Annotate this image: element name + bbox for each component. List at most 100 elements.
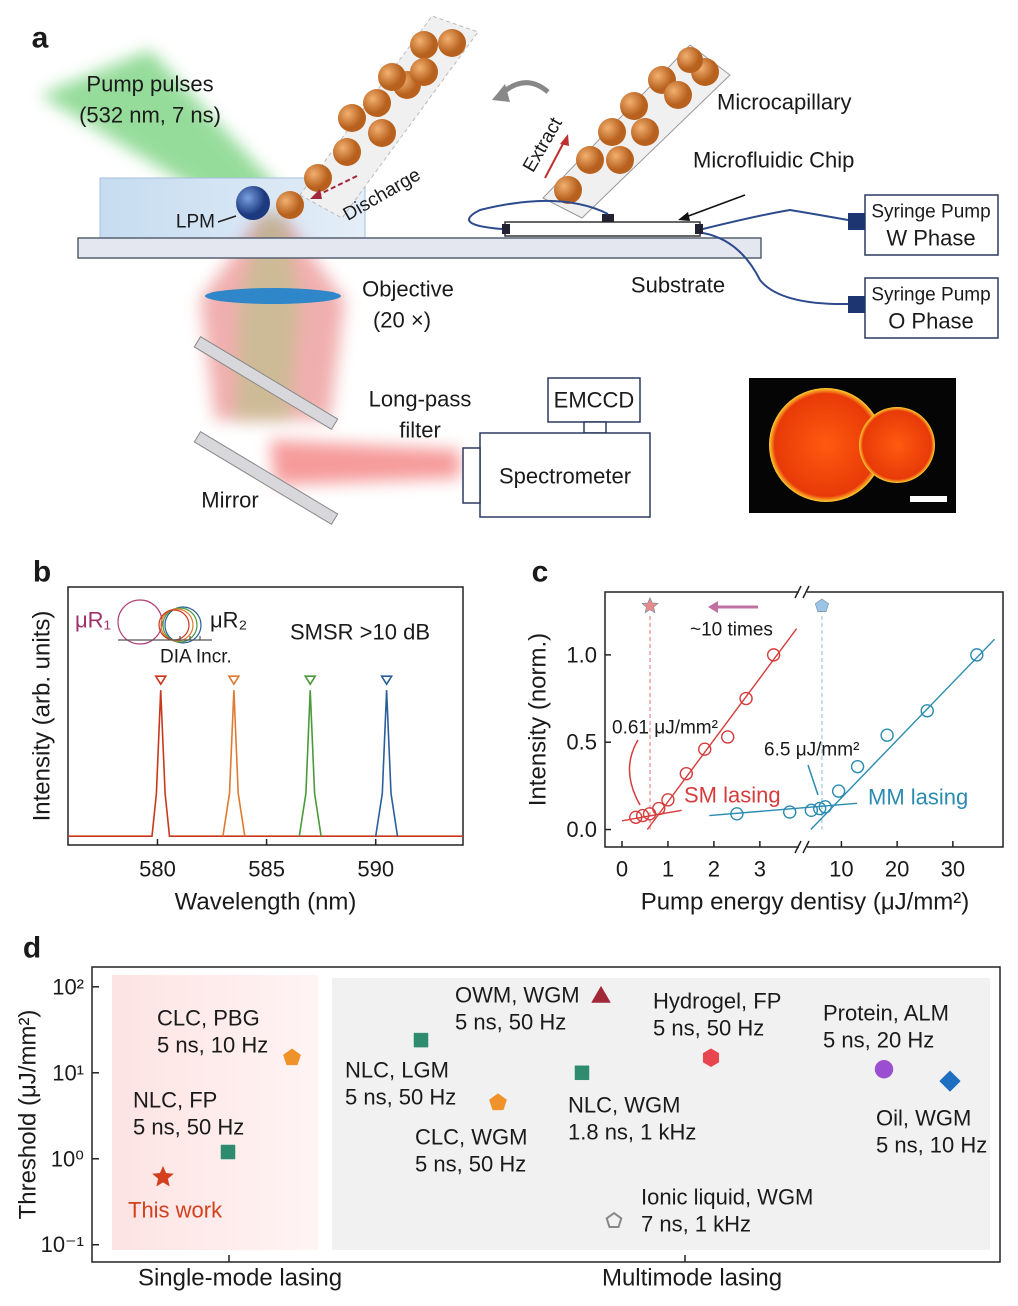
panel-label: d (23, 932, 41, 965)
data-point (591, 985, 611, 1003)
point-label: 1.8 ns, 1 kHz (568, 1120, 696, 1145)
point-label: Oil, WGM (876, 1106, 971, 1131)
data-point (783, 805, 797, 819)
x-tick-label: 3 (754, 857, 766, 882)
label: Pump pulses (86, 72, 213, 97)
spectrum (298, 690, 322, 837)
point-label: 5 ns, 10 Hz (157, 1033, 268, 1058)
data-point (661, 793, 675, 807)
series-label: MM lasing (868, 785, 968, 810)
syringe-pump-w (864, 194, 999, 256)
fluorescence-droplet (769, 388, 883, 502)
point-label: 5 ns, 50 Hz (653, 1016, 764, 1041)
y-tick-label: 10² (52, 974, 84, 999)
data-point (880, 728, 894, 742)
x-tick-label: Single-mode lasing (138, 1265, 342, 1292)
point-label: 5 ns, 20 Hz (823, 1028, 934, 1053)
data-point (813, 801, 827, 816)
tubing (468, 199, 609, 230)
y-tick-label: 10¹ (52, 1060, 84, 1085)
y-tick-label: 10⁰ (51, 1146, 84, 1171)
point-label: Hydrogel, FP (653, 989, 781, 1014)
y-axis-label: Intensity (norm.) (525, 633, 552, 806)
spectrum (68, 690, 463, 837)
pump-port (848, 213, 865, 230)
label: Syringe Pump (871, 202, 990, 223)
data-point (804, 803, 819, 818)
label: EMCCD (554, 388, 635, 413)
data-point (874, 1059, 894, 1079)
x-tick-label: 580 (139, 857, 176, 882)
data-point (730, 807, 744, 821)
label: (532 nm, 7 ns) (79, 103, 221, 128)
data-point (720, 730, 735, 744)
chip-port (602, 214, 614, 222)
point-label: OWM, WGM (455, 983, 580, 1008)
point-label: CLC, WGM (415, 1125, 527, 1150)
series-label: SM lasing (684, 783, 781, 808)
chip-port (502, 224, 510, 234)
threshold-label: 6.5 μJ/mm² (764, 740, 859, 761)
panel-label: a (32, 22, 49, 55)
label: LPM (176, 212, 215, 233)
y-tick-label: 0.0 (566, 817, 597, 842)
label: (20 ×) (373, 308, 431, 333)
data-point (920, 704, 934, 718)
x-tick-label: 10 (829, 857, 853, 882)
data-point (831, 784, 846, 798)
threshold-marker (814, 598, 829, 612)
plot-frame (67, 586, 464, 846)
y-tick-label: 10⁻¹ (41, 1232, 84, 1257)
x-tick-label: 1 (662, 857, 674, 882)
emission-beam-h (270, 440, 460, 485)
substrate (77, 237, 762, 259)
x-tick-label: 30 (941, 857, 965, 882)
data-point (605, 1211, 623, 1228)
lpm-arrow (217, 215, 237, 223)
x-tick-label: 0 (616, 857, 628, 882)
spectrometer-box (479, 432, 651, 518)
annotation: μR₁ (75, 608, 111, 633)
scale-bar (910, 496, 947, 502)
data-point (574, 1065, 590, 1081)
axis-break-gap (799, 588, 807, 596)
tubing (702, 232, 849, 306)
droplet (276, 191, 304, 219)
point-label: This work (128, 1198, 223, 1223)
tubing (702, 208, 849, 230)
data-point (698, 742, 712, 756)
plot-frame (91, 966, 1001, 1263)
emccd-mount (583, 421, 607, 434)
point-label: 5 ns, 50 Hz (345, 1085, 456, 1110)
spectrum (222, 690, 246, 837)
x-axis-label: Wavelength (nm) (175, 889, 357, 916)
annotation: ~10 times (690, 620, 773, 641)
label: W Phase (886, 226, 975, 251)
fit-line (621, 809, 682, 822)
label: filter (399, 418, 441, 443)
peak-marker (154, 675, 168, 686)
mirror-plate (193, 430, 339, 526)
threshold-label: 0.61 μJ/mm² (612, 718, 718, 739)
point-label: 5 ns, 10 Hz (876, 1133, 987, 1158)
filter-plate (193, 335, 339, 431)
threshold-marker (641, 596, 659, 614)
x-tick-label: 590 (357, 857, 394, 882)
lpm-sphere (236, 186, 270, 220)
data-point (939, 1070, 961, 1092)
label: Substrate (631, 273, 725, 298)
y-tick-label: 1.0 (566, 642, 597, 667)
peak-marker (303, 675, 317, 686)
point-label: Ionic liquid, WGM (641, 1185, 813, 1210)
axis-break (794, 585, 810, 599)
peak-marker (227, 675, 241, 686)
annotation: SMSR >10 dB (290, 620, 430, 645)
point-label: 5 ns, 50 Hz (455, 1010, 566, 1035)
y-axis-label: Intensity (arb. units) (29, 611, 56, 822)
label: Mirror (201, 488, 258, 513)
fit-line (810, 638, 996, 830)
threshold-arrow (807, 764, 819, 796)
data-point (739, 691, 753, 706)
label: Syringe Pump (871, 285, 990, 306)
peak-marker (380, 675, 394, 686)
